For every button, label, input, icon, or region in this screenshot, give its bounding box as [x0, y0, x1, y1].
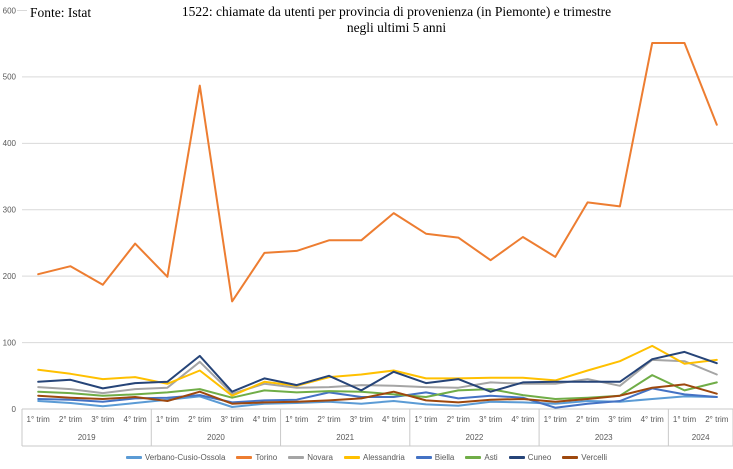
year-label-2020: 2020 — [207, 433, 225, 442]
year-label-2024: 2024 — [692, 433, 710, 442]
source-label: Fonte: Istat — [27, 5, 95, 21]
y-tick-label-0: 0 — [12, 405, 17, 414]
x-label-2021-q3: 3° trim — [350, 415, 374, 424]
chart-title-line1: 1522: chiamate da utenti per provincia d… — [181, 4, 612, 19]
legend-item-biella: Biella — [415, 453, 455, 462]
x-label-2020-q4: 4° trim — [253, 415, 277, 424]
year-label-2021: 2021 — [336, 433, 354, 442]
x-label-2022-q3: 3° trim — [479, 415, 503, 424]
legend-swatch-icon — [465, 456, 482, 459]
x-label-2023-q2: 2° trim — [576, 415, 600, 424]
legend-item-cuneo: Cuneo — [508, 453, 552, 462]
legend-label: Verbano-Cusio-Ossola — [144, 453, 226, 462]
x-label-2021-q4: 4° trim — [382, 415, 406, 424]
y-tick-label-100: 100 — [3, 338, 17, 347]
legend-label: Asti — [484, 453, 498, 462]
series-line-vercelli — [37, 383, 718, 405]
x-label-2023-q4: 4° trim — [641, 415, 665, 424]
year-label-2023: 2023 — [595, 433, 613, 442]
legend-swatch-icon — [508, 456, 525, 459]
legend-swatch-icon — [562, 456, 579, 459]
x-label-2023-q1: 1° trim — [544, 415, 568, 424]
year-label-2022: 2022 — [466, 433, 484, 442]
y-tick-label-600: 600 — [3, 6, 17, 15]
legend-swatch-icon — [125, 456, 142, 459]
y-tick-label-500: 500 — [3, 73, 17, 82]
x-label-2019-q2: 2° trim — [59, 415, 83, 424]
x-label-2020-q2: 2° trim — [188, 415, 212, 424]
series-line-torino — [37, 42, 718, 303]
series-line-novara — [37, 358, 718, 395]
chart-title-line2: negli ultimi 5 anni — [346, 20, 447, 35]
x-label-2022-q1: 1° trim — [414, 415, 438, 424]
legend-item-vercelli: Vercelli — [562, 453, 607, 462]
legend-swatch-icon — [343, 456, 360, 459]
chart-title: 1522: chiamate da utenti per provincia d… — [60, 4, 733, 36]
legend-item-alessandria: Alessandria — [343, 453, 405, 462]
y-tick-label-400: 400 — [3, 139, 17, 148]
x-label-2020-q3: 3° trim — [220, 415, 244, 424]
legend-label: Cuneo — [527, 453, 552, 462]
x-label-2019-q1: 1° trim — [27, 415, 51, 424]
legend-label: Biella — [434, 453, 455, 462]
chart-legend: Verbano-Cusio-Ossola Torino Novara Alessand… — [0, 453, 733, 462]
year-label-2019: 2019 — [78, 433, 96, 442]
legend-label: Alessandria — [362, 453, 405, 462]
x-label-2022-q2: 2° trim — [447, 415, 471, 424]
legend-item-verbano-cusio-ossola: Verbano-Cusio-Ossola — [125, 453, 226, 462]
y-tick-label-300: 300 — [3, 206, 17, 215]
y-tick-label-200: 200 — [3, 272, 17, 281]
x-label-2019-q3: 3° trim — [91, 415, 115, 424]
legend-label: Vercelli — [581, 453, 608, 462]
series-line-cuneo — [37, 350, 718, 393]
legend-item-novara: Novara — [288, 453, 333, 462]
x-label-2022-q4: 4° trim — [511, 415, 535, 424]
x-label-2021-q1: 1° trim — [285, 415, 309, 424]
x-label-2024-q2: 2° trim — [705, 415, 729, 424]
x-label-2020-q1: 1° trim — [156, 415, 180, 424]
legend-swatch-icon — [288, 456, 305, 459]
series-line-alessandria — [37, 344, 718, 397]
legend-label: Novara — [307, 453, 333, 462]
legend-item-torino: Torino — [236, 453, 277, 462]
x-label-2021-q2: 2° trim — [317, 415, 341, 424]
legend-swatch-icon — [236, 456, 253, 459]
x-label-2019-q4: 4° trim — [124, 415, 148, 424]
x-label-2024-q1: 1° trim — [673, 415, 697, 424]
legend-swatch-icon — [415, 456, 432, 459]
x-label-2023-q3: 3° trim — [608, 415, 632, 424]
legend-item-asti: Asti — [465, 453, 498, 462]
legend-label: Torino — [255, 453, 278, 462]
